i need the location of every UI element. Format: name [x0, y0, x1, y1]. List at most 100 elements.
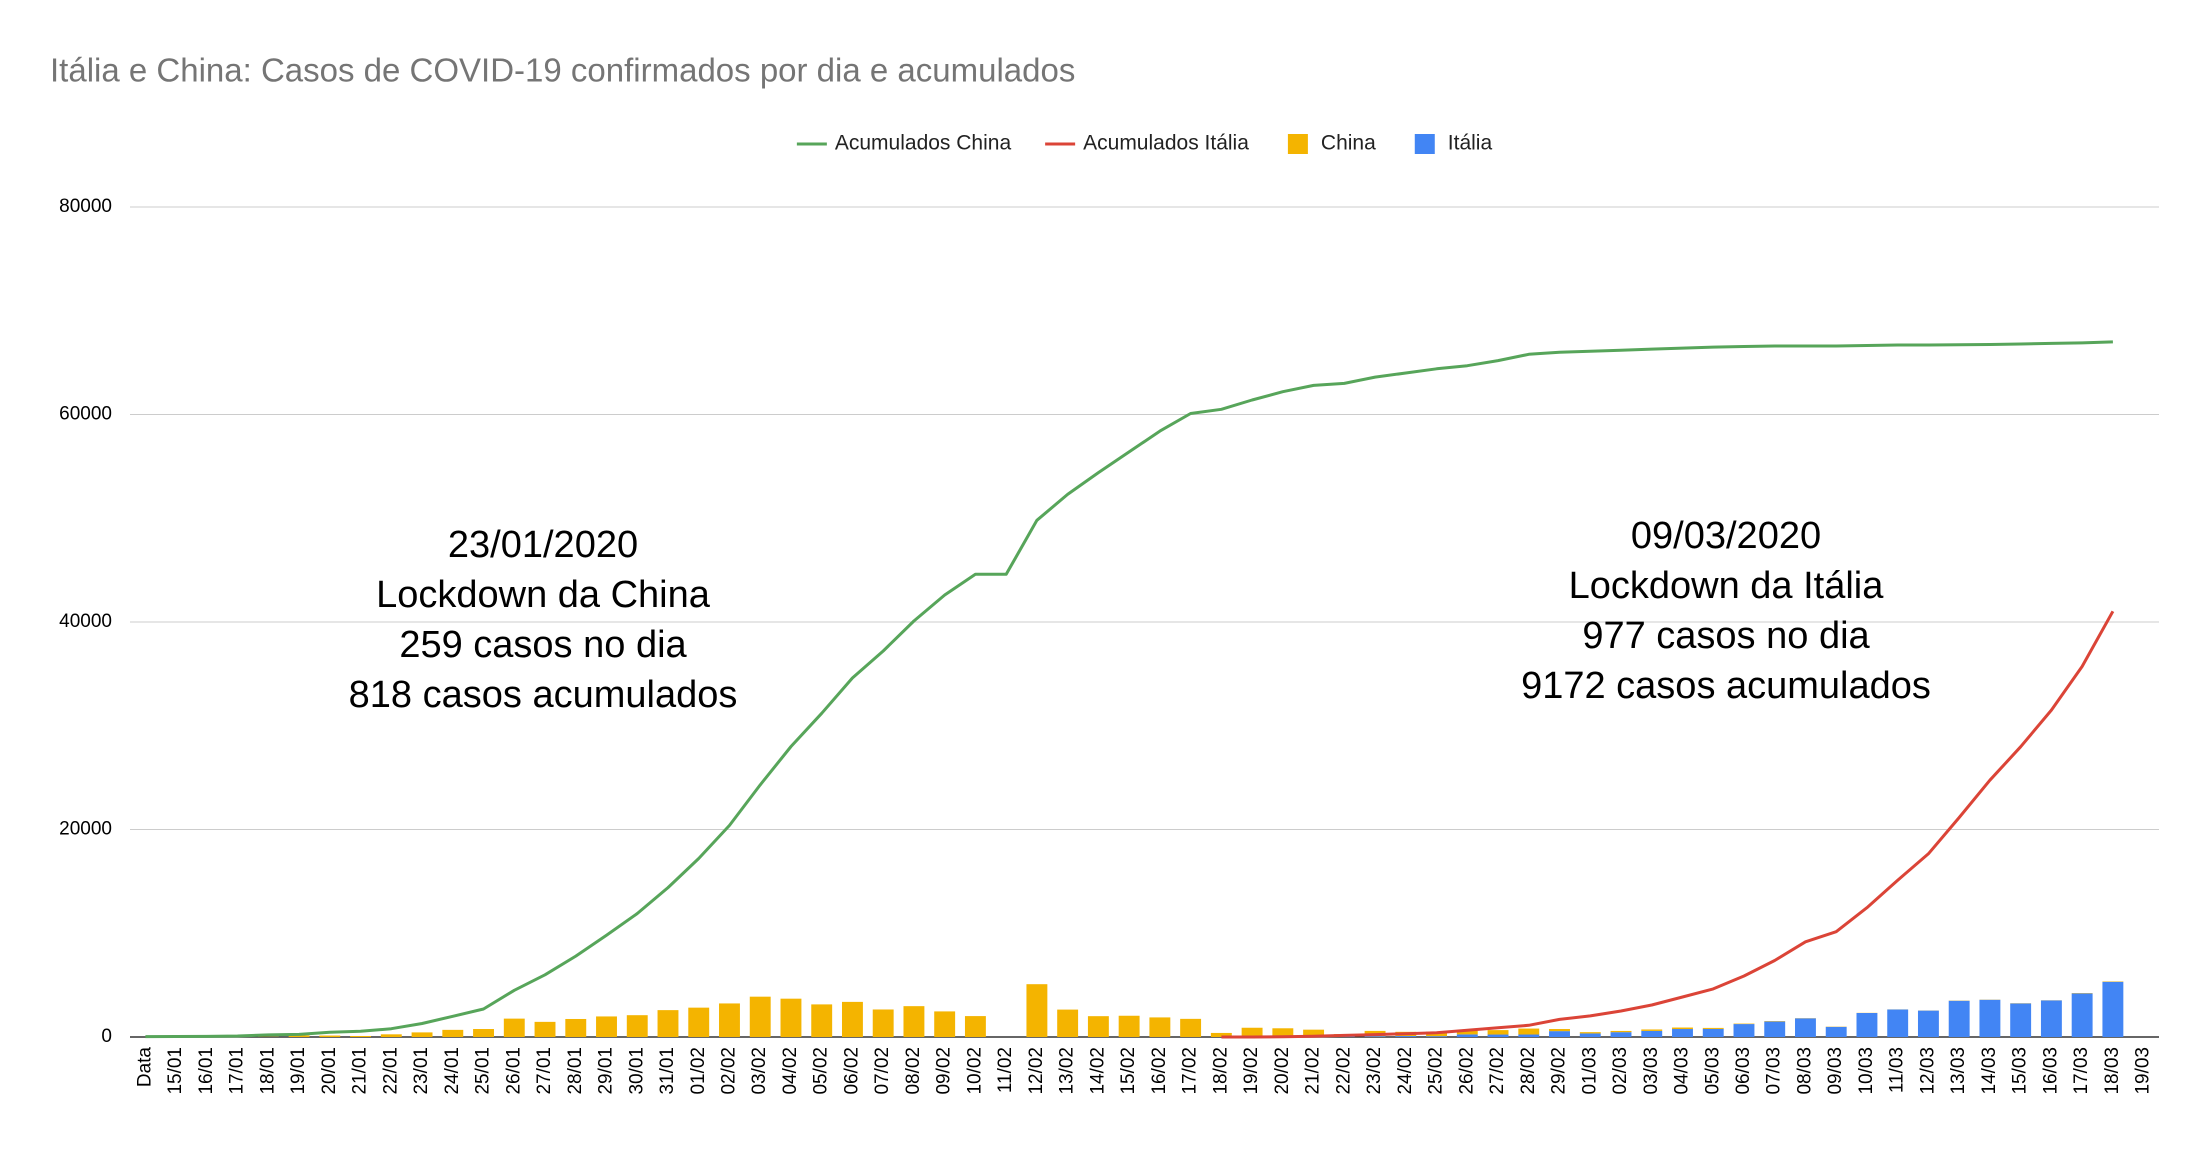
x-tick-label: 24/02 — [1395, 1047, 1416, 1095]
x-tick-label: 12/03 — [1917, 1047, 1938, 1095]
x-tick-label: 16/02 — [1149, 1047, 1170, 1095]
annotation: 09/03/2020 — [1631, 515, 1821, 557]
bar — [1365, 1036, 1386, 1037]
bar — [596, 1016, 617, 1037]
bar — [1457, 1034, 1478, 1037]
x-tick-label: 31/01 — [657, 1047, 678, 1095]
x-tick-label: 12/02 — [1026, 1047, 1047, 1095]
x-tick-label: 13/03 — [1948, 1047, 1969, 1095]
bar — [1488, 1035, 1509, 1037]
chart-title: Itália e China: Casos de COVID-19 confir… — [50, 52, 1075, 89]
y-tick-label: 40000 — [59, 611, 112, 632]
x-tick-label: 27/02 — [1487, 1047, 1508, 1095]
x-tick-label: 19/01 — [288, 1047, 309, 1095]
x-tick-label: 01/02 — [688, 1047, 709, 1095]
x-tick-label: 22/01 — [380, 1047, 401, 1095]
bar — [1826, 1027, 1847, 1037]
bar — [719, 1003, 740, 1037]
bar — [1641, 1029, 1662, 1030]
x-tick-label: 18/01 — [257, 1047, 278, 1095]
bar — [1979, 1000, 2000, 1037]
y-tick-label: 80000 — [59, 196, 112, 217]
bar — [1026, 984, 1047, 1037]
legend-marker — [1288, 134, 1308, 154]
bar — [1703, 1029, 1724, 1037]
bar — [1672, 1028, 1693, 1029]
bar — [873, 1009, 894, 1037]
x-tick-label: 02/02 — [718, 1047, 739, 1095]
bar — [1856, 1013, 1877, 1037]
y-tick-label: 20000 — [59, 819, 112, 840]
bar — [1949, 1001, 1970, 1037]
x-tick-label: 15/02 — [1118, 1047, 1139, 1095]
x-tick-label: 15/01 — [165, 1047, 186, 1095]
x-tick-label: 10/02 — [964, 1047, 985, 1095]
bar — [1119, 1016, 1140, 1037]
bar — [750, 997, 771, 1037]
x-tick-label: 09/02 — [934, 1047, 955, 1095]
x-tick-label: 13/02 — [1057, 1047, 1078, 1095]
bar — [2102, 982, 2123, 1037]
x-tick-label: 16/01 — [196, 1047, 217, 1095]
bar — [1549, 1031, 1570, 1037]
bar — [1518, 1035, 1539, 1037]
bar — [1795, 1018, 1816, 1037]
x-tick-label: 17/03 — [2071, 1047, 2092, 1095]
bar — [934, 1011, 955, 1037]
x-tick-label: 19/03 — [2133, 1047, 2154, 1095]
legend-label: Acumulados Itália — [1083, 132, 1249, 155]
x-tick-label: 21/02 — [1303, 1047, 1324, 1095]
bar — [535, 1022, 556, 1037]
x-tick-label: 07/02 — [872, 1047, 893, 1095]
bar — [1180, 1019, 1201, 1037]
bar — [903, 1006, 924, 1037]
bar — [1641, 1031, 1662, 1037]
x-tick-label: 16/03 — [2040, 1047, 2061, 1095]
x-tick-label: 18/03 — [2102, 1047, 2123, 1095]
annotation: 23/01/2020 — [448, 524, 638, 566]
bar — [2010, 1003, 2031, 1037]
x-tick-label: 27/01 — [534, 1047, 555, 1095]
x-tick-label: 14/02 — [1087, 1047, 1108, 1095]
bar — [1703, 1028, 1724, 1029]
bar — [412, 1032, 433, 1037]
legend-marker — [1415, 134, 1435, 154]
bar — [1887, 1009, 1908, 1037]
x-tick-label: 05/02 — [811, 1047, 832, 1095]
x-tick-label: 11/03 — [1887, 1047, 1908, 1093]
x-tick-label: 25/02 — [1426, 1047, 1447, 1095]
x-tick-label: 01/03 — [1579, 1047, 1600, 1095]
x-tick-label: 17/02 — [1180, 1047, 1201, 1095]
bar — [1764, 1022, 1785, 1037]
x-tick-label: 29/02 — [1549, 1047, 1570, 1095]
x-tick-label: 04/02 — [780, 1047, 801, 1095]
bar — [1918, 1011, 1939, 1037]
annotation: 977 casos no dia — [1582, 615, 1870, 657]
annotation: Lockdown da Itália — [1569, 565, 1885, 607]
x-tick-label: 14/03 — [1979, 1047, 2000, 1095]
x-tick-label: 24/01 — [442, 1047, 463, 1095]
x-tick-label: 09/03 — [1825, 1047, 1846, 1095]
legend-label: Acumulados China — [835, 132, 1012, 155]
bar — [1611, 1031, 1632, 1032]
x-tick-label: 04/03 — [1672, 1047, 1693, 1095]
x-tick-label: 26/01 — [503, 1047, 524, 1095]
x-tick-label: 26/02 — [1456, 1047, 1477, 1095]
x-tick-label: 02/03 — [1610, 1047, 1631, 1095]
bar — [1149, 1017, 1170, 1037]
bar — [565, 1019, 586, 1037]
x-tick-label: 23/01 — [411, 1047, 432, 1095]
bar — [1611, 1032, 1632, 1037]
x-tick-label: 18/02 — [1210, 1047, 1231, 1095]
bar — [381, 1034, 402, 1037]
annotation: Lockdown da China — [376, 574, 711, 616]
bar — [350, 1036, 371, 1037]
x-tick-label: 23/02 — [1364, 1047, 1385, 1095]
bar — [811, 1004, 832, 1037]
x-tick-label: 19/02 — [1241, 1047, 1262, 1095]
bar — [1426, 1036, 1447, 1037]
x-tick-label: 03/02 — [749, 1047, 770, 1095]
bar — [781, 999, 802, 1037]
x-tick-label: 22/02 — [1333, 1047, 1354, 1095]
